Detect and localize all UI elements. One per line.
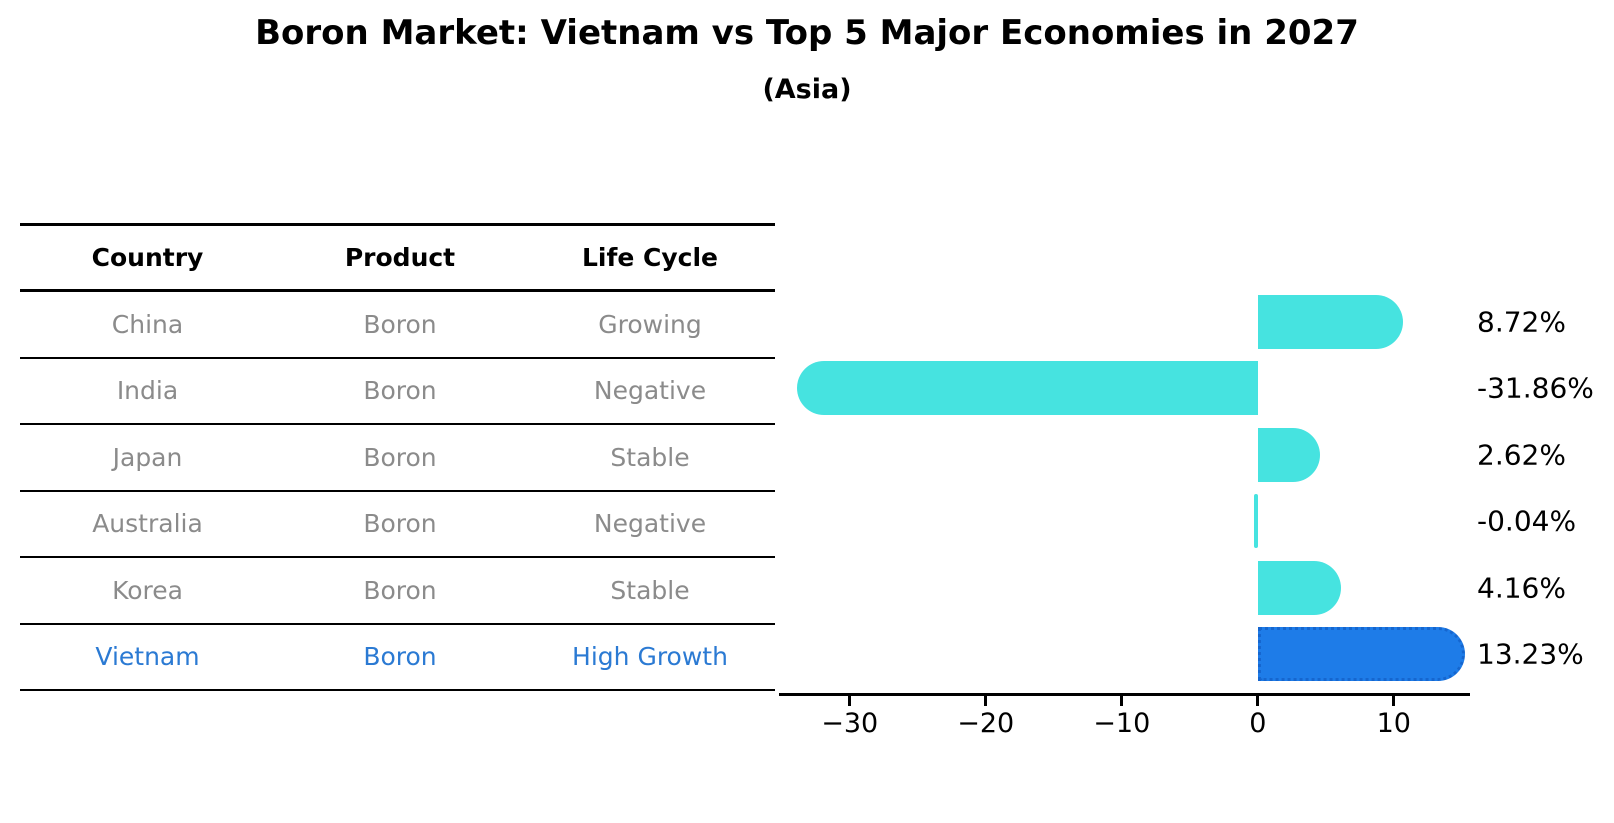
value-label-australia: -0.04% [1477,504,1577,538]
header-cell-product: Product [344,243,456,272]
table-header-row: Country Product Life Cycle [20,226,775,292]
chart-subtitle: (Asia) [762,74,852,105]
x-axis-tick [1256,696,1260,706]
x-axis-tick [848,696,852,706]
x-axis-tick [1392,696,1396,706]
country-cell: China [111,309,184,339]
x-axis-tick-label: −30 [821,708,879,739]
life-cycle-cell: Stable [610,442,690,472]
x-axis-tick [1120,696,1124,706]
x-axis-tick-label: 10 [1376,708,1411,739]
product-cell: Boron [363,376,437,406]
product-cell: Boron [363,642,437,672]
product-cell: Boron [363,442,437,472]
x-axis-tick [984,696,988,706]
product-cell: Boron [363,309,437,339]
bar-india [797,361,1258,415]
table-row-japan: Japan Boron Stable [20,425,775,492]
bar-japan [1257,427,1321,482]
table-row-korea: Korea Boron Stable [20,558,775,625]
table-row-australia: Australia Boron Negative [20,492,775,558]
header-cell-life-cycle: Life Cycle [581,243,719,272]
x-axis-line [779,693,1470,696]
life-cycle-cell: Growing [598,309,702,339]
value-label-india: -31.86% [1477,371,1594,405]
country-cell: India [116,376,179,406]
country-cell: Korea [112,575,183,605]
bar-china [1257,294,1404,349]
product-cell: Boron [363,509,437,539]
bar-vietnam [1257,627,1465,681]
life-cycle-cell: Negative [593,509,707,539]
header-cell-country: Country [91,243,204,272]
product-cell: Boron [363,575,437,605]
value-label-china: 8.72% [1477,305,1566,338]
life-cycle-cell: High Growth [572,642,728,672]
country-cell: Vietnam [95,642,200,672]
country-cell: Australia [92,509,203,539]
chart-title: Boron Market: Vietnam vs Top 5 Major Eco… [255,13,1359,53]
life-cycle-cell: Negative [593,376,707,406]
x-axis-tick-label: 0 [1249,708,1267,739]
country-cell: Japan [112,442,183,472]
table-row-china: China Boron Growing [20,292,775,359]
bar-korea [1257,560,1342,615]
value-label-japan: 2.62% [1477,438,1566,471]
x-axis-tick-label: −10 [1093,708,1151,739]
country-table: Country Product Life Cycle China Boron Growin… [20,223,775,691]
table-row-vietnam: Vietnam Boron High Growth [20,625,775,691]
value-label-vietnam: 13.23% [1477,637,1584,671]
bar-australia [1253,494,1258,548]
x-axis-tick-label: −20 [957,708,1015,739]
life-cycle-cell: Stable [610,575,690,605]
table-row-india: India Boron Negative [20,359,775,425]
value-label-korea: 4.16% [1477,571,1566,604]
